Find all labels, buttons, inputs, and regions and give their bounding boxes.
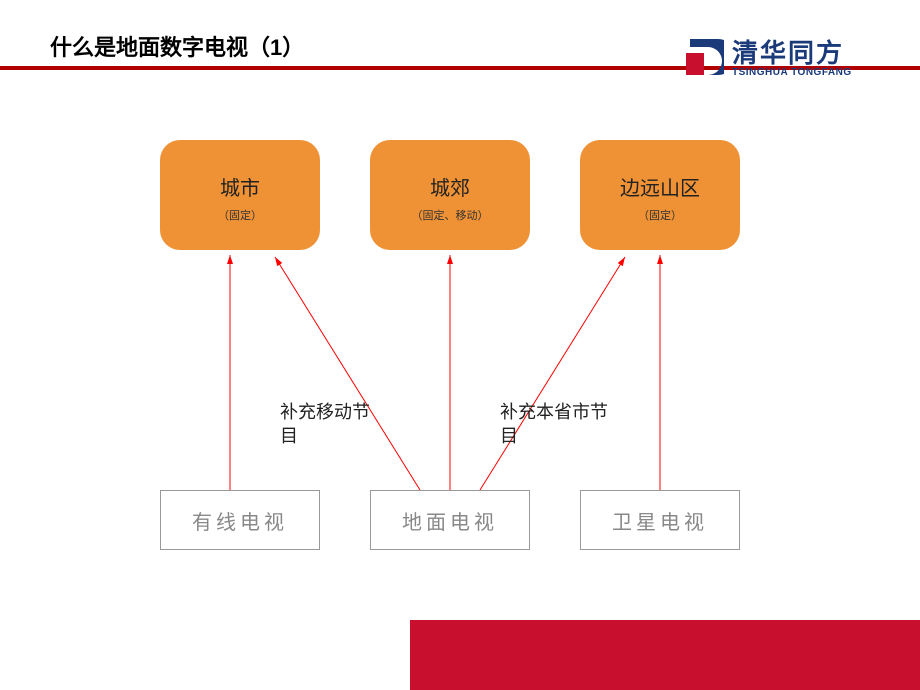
annotation-line: 补充本省市节	[500, 402, 608, 422]
top-box-sub: （固定）	[160, 207, 320, 223]
arrow-terrestrial-to-city	[275, 257, 420, 490]
top-box-sub: （固定、移动）	[370, 207, 530, 223]
bottom-box-terrestrial: 地面电视	[370, 490, 530, 550]
top-box-main: 城郊	[370, 172, 530, 201]
annotation-line: 目	[500, 426, 518, 446]
annotation-mobile: 补充移动节 目	[280, 400, 420, 449]
slide-title: 什么是地面数字电视（1）	[50, 30, 304, 62]
top-box-sub: （固定）	[580, 207, 740, 223]
top-box-remote: 边远山区 （固定）	[580, 140, 740, 250]
top-box-city: 城市 （固定）	[160, 140, 320, 250]
arrows-layer	[0, 0, 920, 690]
footer-accent	[410, 620, 920, 690]
arrow-terrestrial-to-remote	[480, 257, 625, 490]
logo-text-en: TSINGHUA TONGFANG	[732, 67, 852, 78]
bottom-box-cable: 有线电视	[160, 490, 320, 550]
top-box-main: 边远山区	[580, 172, 740, 201]
annotation-line: 补充移动节	[280, 402, 370, 422]
tongfang-logo-icon	[680, 35, 724, 79]
annotation-line: 目	[280, 426, 298, 446]
top-box-main: 城市	[160, 172, 320, 201]
top-box-suburb: 城郊 （固定、移动）	[370, 140, 530, 250]
slide: 什么是地面数字电视（1） 清华同方 TSINGHUA TONGFANG 城市 （…	[0, 0, 920, 690]
annotation-province: 补充本省市节 目	[500, 400, 640, 449]
logo: 清华同方 TSINGHUA TONGFANG	[680, 25, 890, 85]
logo-text-cn: 清华同方	[732, 33, 844, 70]
bottom-box-satellite: 卫星电视	[580, 490, 740, 550]
